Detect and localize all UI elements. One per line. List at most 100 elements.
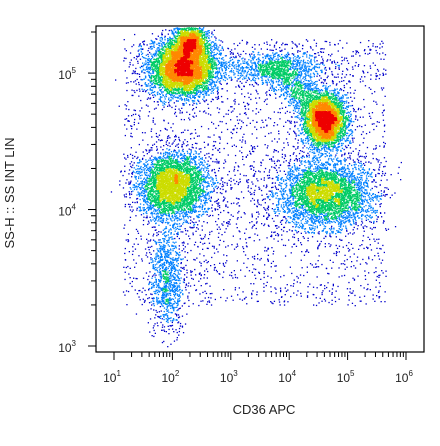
event-dot	[369, 220, 371, 223]
event-dot	[340, 150, 342, 152]
event-dot	[376, 220, 378, 223]
event-dot	[208, 195, 210, 197]
event-dot	[265, 154, 267, 156]
event-dot	[207, 182, 209, 184]
event-dot	[183, 103, 185, 105]
event-dot	[235, 223, 238, 225]
event-dot	[178, 255, 180, 257]
event-dot	[248, 270, 251, 272]
event-dot	[327, 59, 329, 61]
event-dot	[340, 88, 342, 90]
event-dot	[297, 142, 299, 144]
event-dot	[128, 181, 130, 183]
event-dot	[224, 55, 227, 57]
event-dot	[176, 259, 178, 262]
event-dot	[276, 171, 278, 174]
event-dot	[190, 249, 192, 252]
event-dot	[152, 267, 154, 269]
event-dot	[376, 186, 378, 188]
event-dot	[231, 244, 233, 246]
event-dot	[341, 228, 343, 230]
event-dot	[125, 239, 127, 241]
event-dot	[129, 203, 131, 206]
event-dot	[324, 300, 327, 302]
event-dot	[252, 175, 254, 177]
event-dot	[197, 99, 199, 101]
event-dot	[299, 274, 302, 276]
event-dot	[153, 335, 155, 338]
event-dot	[237, 68, 239, 70]
event-dot	[223, 196, 225, 198]
event-dot	[165, 231, 167, 233]
event-dot	[252, 56, 254, 58]
event-dot	[349, 81, 351, 83]
event-dot	[237, 165, 239, 167]
event-dot	[168, 241, 170, 243]
event-dot	[274, 89, 276, 91]
event-dot	[352, 219, 354, 221]
event-dot	[154, 281, 156, 283]
event-dot	[199, 94, 201, 96]
event-dot	[186, 259, 188, 262]
event-dot	[203, 164, 205, 166]
event-dot	[124, 157, 126, 159]
event-dot	[219, 206, 221, 209]
event-dot	[264, 202, 266, 204]
event-dot	[231, 64, 233, 66]
event-dot	[273, 111, 275, 113]
event-dot	[238, 66, 240, 68]
event-dot	[280, 191, 282, 193]
event-dot	[305, 75, 307, 77]
event-dot	[173, 319, 175, 321]
event-dot	[230, 180, 232, 183]
event-dot	[257, 300, 259, 302]
event-dot	[219, 44, 221, 46]
event-dot	[171, 324, 174, 327]
event-dot	[349, 130, 351, 132]
event-dot	[347, 167, 349, 169]
event-dot	[139, 90, 141, 92]
event-dot	[315, 81, 317, 83]
event-dot	[310, 148, 312, 151]
event-dot	[316, 83, 318, 86]
event-dot	[340, 149, 342, 152]
event-dot	[140, 183, 142, 185]
event-dot	[145, 217, 147, 219]
event-dot	[218, 78, 220, 80]
event-dot	[198, 220, 200, 222]
event-dot	[295, 230, 298, 232]
event-dot	[280, 185, 282, 187]
event-dot	[376, 121, 378, 123]
event-dot	[282, 208, 284, 211]
event-dot	[254, 189, 256, 192]
event-dot	[239, 298, 241, 300]
event-dot	[351, 171, 354, 173]
event-dot	[372, 294, 374, 296]
event-dot	[318, 244, 321, 246]
event-dot	[123, 194, 125, 196]
event-dot	[143, 172, 146, 174]
event-dot	[151, 149, 153, 151]
event-dot	[349, 129, 352, 131]
event-dot	[376, 211, 378, 213]
event-dot	[366, 226, 368, 228]
event-dot	[278, 213, 280, 215]
event-dot	[350, 142, 352, 144]
event-dot	[321, 69, 323, 71]
event-dot	[363, 184, 365, 186]
event-dot	[202, 300, 204, 302]
event-dot	[323, 228, 325, 230]
event-dot	[283, 301, 285, 303]
event-dot	[355, 50, 357, 52]
event-dot	[143, 194, 146, 196]
event-dot	[364, 181, 366, 183]
event-dot	[144, 248, 147, 250]
event-dot	[183, 248, 185, 250]
event-dot	[203, 260, 205, 263]
event-dot	[223, 289, 225, 291]
event-dot	[338, 222, 341, 224]
event-dot	[253, 161, 255, 163]
event-dot	[282, 197, 284, 199]
event-dot	[249, 236, 251, 239]
event-dot	[303, 52, 305, 54]
